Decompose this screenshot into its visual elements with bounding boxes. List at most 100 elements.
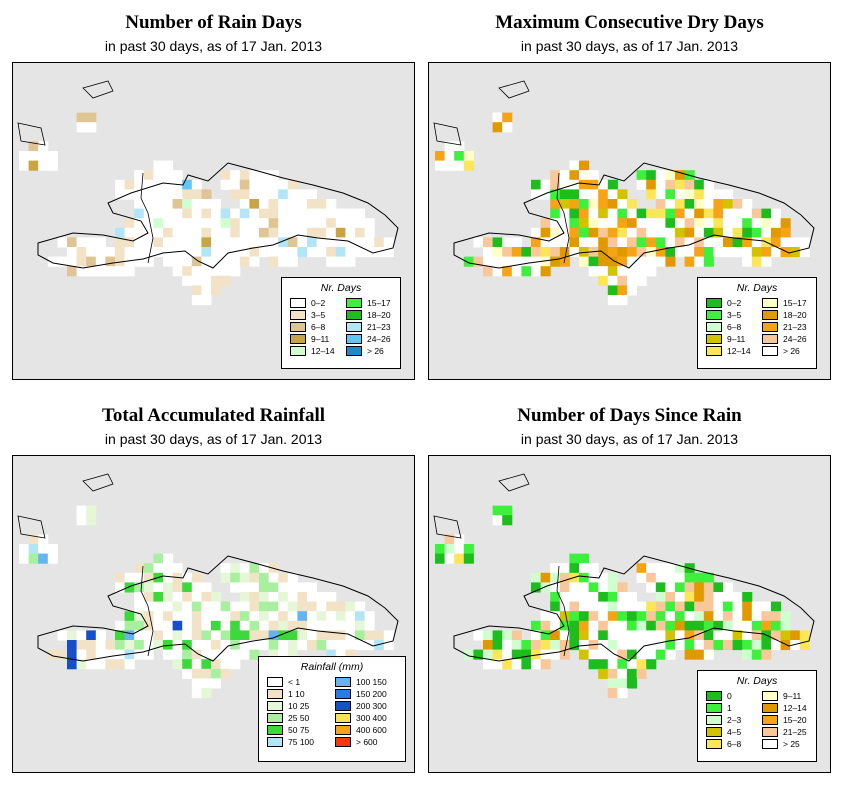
map-grid-cell (86, 659, 97, 670)
map-grid-cell (559, 572, 570, 583)
map-grid-cell (38, 151, 49, 162)
map-grid-cell (588, 170, 599, 181)
map-grid-cell (163, 582, 174, 593)
map-grid-cell (502, 649, 513, 660)
map-grid-cell (67, 659, 78, 670)
legend-entry: 4–5 (706, 727, 741, 737)
map-grid-cell (249, 592, 260, 603)
legend-entry: 1 10 (267, 689, 305, 699)
map-grid-cell (335, 256, 346, 267)
map-grid-cell (278, 582, 289, 593)
map-grid-cell (627, 620, 638, 631)
map-grid-cell (684, 649, 695, 660)
map-grid-cell (95, 640, 106, 651)
map-grid-cell (67, 247, 78, 258)
map-grid-cell (463, 544, 474, 555)
map-grid-cell (550, 592, 561, 603)
map-grid-cell (665, 247, 676, 258)
map-grid-cell (278, 572, 289, 583)
map-grid-cell (67, 649, 78, 660)
island-outline (433, 473, 530, 539)
map-grid-cell (220, 256, 231, 267)
map-grid-cell (607, 285, 618, 296)
map-grid-cell (540, 611, 551, 622)
map-grid-cell (492, 640, 503, 651)
map-grid-cell (143, 630, 154, 641)
map-grid-cell (569, 199, 580, 210)
map-grid-cell (182, 256, 193, 267)
map-grid-cell (569, 237, 580, 248)
map-grid-cell (287, 611, 298, 622)
map-grid-cell (703, 199, 714, 210)
map-grid-cell (249, 189, 260, 200)
map-grid-cell (742, 592, 753, 603)
map-grid-cell (684, 640, 695, 651)
map-grid-cell (444, 160, 455, 171)
map-grid-cell (115, 227, 126, 238)
map-grid-cell (153, 160, 164, 171)
map-grid-cell (790, 237, 801, 248)
map-grid-cell (675, 592, 686, 603)
legend-swatch (290, 322, 306, 332)
legend-label: 3–5 (727, 310, 742, 320)
map-grid-cell (335, 208, 346, 219)
map-grid-cell (191, 208, 202, 219)
map-grid-cell (201, 601, 212, 612)
map-grid-cell (655, 601, 666, 612)
map-frame: Nr. Days 0–2 3–5 6–8 9–11 12–14 15–17 18–20 21–… (428, 62, 831, 380)
map-grid-cell (297, 208, 308, 219)
map-grid-cell (607, 572, 618, 583)
map-grid-cell (646, 649, 657, 660)
legend-swatch (335, 725, 351, 735)
legend-entry: 24–26 (762, 334, 807, 344)
legend-label: 24–26 (783, 334, 807, 344)
map-grid-cell (655, 170, 666, 181)
map-grid-cell (655, 572, 666, 583)
map-grid-cell (636, 256, 647, 267)
map-grid-cell (191, 659, 202, 670)
map-grid-cell (675, 199, 686, 210)
map-grid-cell (483, 659, 494, 670)
legend-swatch (706, 346, 722, 356)
map-grid-cell (172, 630, 183, 641)
map-grid-cell (531, 227, 542, 238)
map-grid-cell (201, 611, 212, 622)
legend-entry: 12–14 (706, 346, 751, 356)
map-grid-cell (364, 630, 375, 641)
map-grid-cell (239, 237, 250, 248)
legend-label: 21–23 (783, 322, 807, 332)
legend-entry: 50 75 (267, 725, 309, 735)
legend-entry: 6–8 (706, 322, 741, 332)
map-grid-cell (278, 227, 289, 238)
map-grid-cell (191, 237, 202, 248)
map-grid-cell (617, 640, 628, 651)
map-grid-cell (182, 247, 193, 258)
map-grid-cell (268, 611, 279, 622)
map-grid-cell (598, 668, 609, 679)
map-grid-cell (249, 630, 260, 641)
legend-swatch (267, 725, 283, 735)
map-grid-cell (182, 189, 193, 200)
map-grid-cell (665, 572, 676, 583)
map-grid-cell (287, 189, 298, 200)
map-grid-cell (211, 199, 222, 210)
panel-max-dry-days: Maximum Consecutive Dry Days in past 30 … (428, 12, 831, 382)
map-grid-cell (598, 601, 609, 612)
map-grid-cell (124, 256, 135, 267)
map-grid-cell (713, 592, 724, 603)
country-border (556, 565, 570, 657)
map-grid-cell (115, 189, 126, 200)
map-grid-cell (675, 189, 686, 200)
map-grid-cell (627, 208, 638, 219)
map-grid-cell (163, 256, 174, 267)
map-grid-cell (95, 649, 106, 660)
map-grid-cell (665, 563, 676, 574)
legend-swatch (290, 334, 306, 344)
map-grid-cell (211, 649, 222, 660)
map-grid-cell (636, 247, 647, 258)
map-grid-cell (211, 659, 222, 670)
map-grid-cell (492, 112, 503, 123)
map-grid-cell (492, 247, 503, 258)
map-grid-cell (550, 208, 561, 219)
legend-swatch (706, 715, 722, 725)
